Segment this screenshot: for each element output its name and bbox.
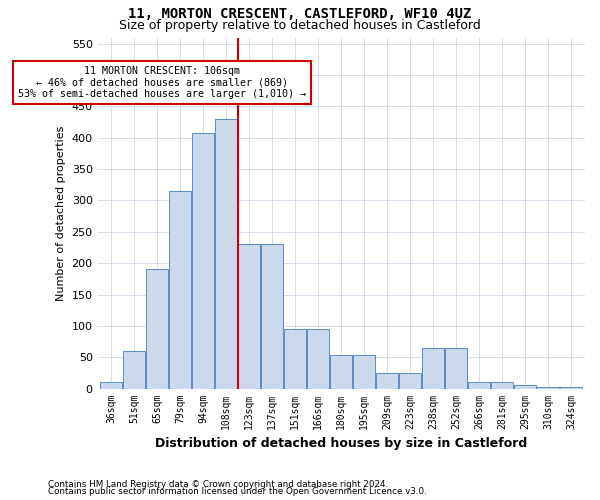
Bar	[353, 356, 375, 388]
Bar	[469, 382, 490, 388]
X-axis label: Distribution of detached houses by size in Castleford: Distribution of detached houses by size …	[155, 437, 527, 450]
Bar	[560, 386, 582, 388]
Bar	[238, 244, 260, 388]
Bar	[146, 270, 168, 388]
Bar	[445, 348, 467, 389]
Bar	[124, 351, 145, 389]
Bar	[491, 382, 513, 388]
Bar	[376, 373, 398, 388]
Text: Contains HM Land Registry data © Crown copyright and database right 2024.: Contains HM Land Registry data © Crown c…	[48, 480, 388, 489]
Bar	[307, 329, 329, 388]
Bar	[331, 356, 352, 388]
Bar	[400, 373, 421, 388]
Bar	[422, 348, 444, 389]
Text: 11, MORTON CRESCENT, CASTLEFORD, WF10 4UZ: 11, MORTON CRESCENT, CASTLEFORD, WF10 4U…	[128, 8, 472, 22]
Bar	[514, 386, 536, 388]
Bar	[100, 382, 122, 388]
Bar	[215, 119, 237, 388]
Bar	[537, 386, 559, 388]
Bar	[193, 133, 214, 388]
Text: 11 MORTON CRESCENT: 106sqm
← 46% of detached houses are smaller (869)
53% of sem: 11 MORTON CRESCENT: 106sqm ← 46% of deta…	[18, 66, 306, 99]
Text: Contains public sector information licensed under the Open Government Licence v3: Contains public sector information licen…	[48, 487, 427, 496]
Bar	[284, 329, 306, 388]
Bar	[262, 244, 283, 388]
Y-axis label: Number of detached properties: Number of detached properties	[56, 126, 66, 300]
Bar	[169, 191, 191, 388]
Text: Size of property relative to detached houses in Castleford: Size of property relative to detached ho…	[119, 18, 481, 32]
